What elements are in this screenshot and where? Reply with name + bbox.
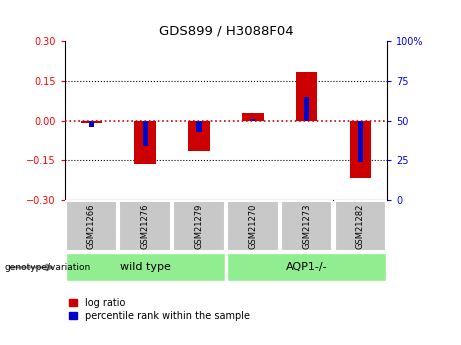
FancyBboxPatch shape <box>227 253 386 282</box>
Legend: log ratio, percentile rank within the sample: log ratio, percentile rank within the sa… <box>70 298 250 321</box>
FancyBboxPatch shape <box>65 253 225 282</box>
Bar <box>250 119 255 121</box>
FancyBboxPatch shape <box>227 201 278 251</box>
Bar <box>188 121 210 151</box>
Text: GSM21270: GSM21270 <box>248 203 257 249</box>
Bar <box>296 72 317 121</box>
Text: AQP1-/-: AQP1-/- <box>286 263 327 272</box>
Bar <box>349 121 371 178</box>
Bar <box>196 121 201 132</box>
FancyBboxPatch shape <box>119 201 171 251</box>
Bar <box>304 97 309 121</box>
Text: wild type: wild type <box>120 263 171 272</box>
Bar <box>81 121 102 124</box>
Bar <box>89 121 94 127</box>
Text: genotype/variation: genotype/variation <box>5 263 91 272</box>
Text: GSM21282: GSM21282 <box>356 203 365 249</box>
Text: GSM21279: GSM21279 <box>195 203 203 249</box>
FancyBboxPatch shape <box>65 201 117 251</box>
Text: GSM21266: GSM21266 <box>87 203 96 249</box>
Title: GDS899 / H3088F04: GDS899 / H3088F04 <box>159 24 293 38</box>
Text: GSM21276: GSM21276 <box>141 203 150 249</box>
Text: GSM21273: GSM21273 <box>302 203 311 249</box>
Bar <box>135 121 156 165</box>
Bar <box>358 121 363 162</box>
FancyBboxPatch shape <box>335 201 386 251</box>
Bar <box>142 121 148 146</box>
Bar <box>242 113 264 121</box>
FancyBboxPatch shape <box>281 201 332 251</box>
FancyBboxPatch shape <box>173 201 225 251</box>
